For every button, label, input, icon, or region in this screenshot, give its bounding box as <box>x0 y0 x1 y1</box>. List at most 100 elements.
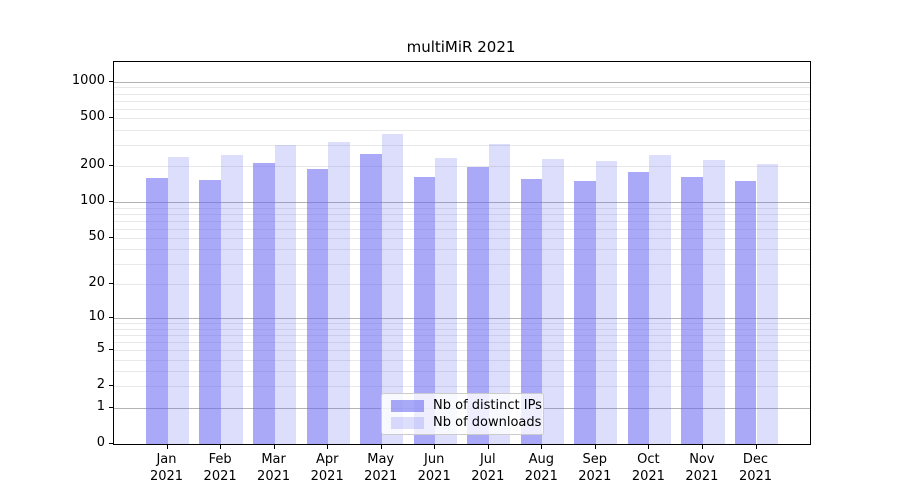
y-tick-label-100: 100 <box>80 193 105 209</box>
x-tick-label-jan: Jan 2021 <box>149 452 184 484</box>
bar-ips-aug <box>520 179 543 444</box>
bar-ips-jun <box>413 177 436 444</box>
gridline-minor-40 <box>114 249 810 251</box>
bar-downloads-nov <box>702 159 725 444</box>
gridline-minor-90 <box>114 207 810 209</box>
y-tick-label-10: 10 <box>88 309 105 325</box>
y-tick-mark-5 <box>109 349 113 351</box>
x-tick-mark-mar <box>273 445 275 449</box>
y-tick-label-0: 0 <box>96 435 105 450</box>
bar-ips-nov <box>681 176 703 444</box>
gridline-minor-7 <box>114 335 810 336</box>
gridline-minor-5 <box>114 350 810 352</box>
x-tick-label-feb: Feb 2021 <box>203 452 237 484</box>
x-tick-label-dec: Dec 2021 <box>738 452 773 484</box>
gridline-minor-600 <box>114 108 810 110</box>
gridline-minor-6 <box>114 342 810 343</box>
legend-swatch-downloads <box>391 416 424 429</box>
x-tick-mark-oct <box>648 445 650 449</box>
chart-title: multiMiR 2021 <box>406 38 516 56</box>
gridline-minor-400 <box>114 129 810 131</box>
gridline-minor-9 <box>114 323 810 325</box>
gridline-minor-20 <box>114 284 810 286</box>
plot-area: Nb of distinct IPs Nb of downloads <box>113 61 811 445</box>
legend-label-distinct-ips: Nb of distinct IPs <box>433 398 542 413</box>
y-tick-label-200: 200 <box>80 157 105 172</box>
x-tick-label-nov: Nov 2021 <box>685 452 719 484</box>
gridline-minor-60 <box>114 228 810 230</box>
x-tick-mark-nov <box>701 445 703 449</box>
y-tick-label-500: 500 <box>80 109 105 125</box>
bar-downloads-feb <box>221 154 243 444</box>
gridline-minor-3 <box>114 371 810 373</box>
x-tick-label-jul: Jul 2021 <box>471 452 505 484</box>
y-tick-label-50: 50 <box>88 228 105 244</box>
gridline-major-100 <box>114 202 810 204</box>
bar-ips-dec <box>734 181 757 444</box>
x-tick-mark-may <box>380 445 382 449</box>
bar-ips-jan <box>145 178 168 444</box>
y-tick-mark-200 <box>109 165 113 166</box>
legend-item-distinct-ips: Nb of distinct IPs <box>391 398 543 413</box>
x-tick-label-may: May 2021 <box>364 452 398 484</box>
y-tick-label-1: 1 <box>96 398 105 414</box>
x-tick-mark-jan <box>166 445 168 449</box>
y-tick-mark-500 <box>109 117 113 119</box>
bar-ips-oct <box>627 172 650 444</box>
x-tick-mark-sep <box>594 445 596 449</box>
x-tick-mark-jul <box>487 445 489 449</box>
gridline-major-10 <box>114 318 810 320</box>
bar-downloads-jan <box>167 156 190 444</box>
x-tick-mark-feb <box>220 445 222 449</box>
legend-swatch-distinct-ips <box>391 399 424 412</box>
x-tick-mark-apr <box>327 445 329 449</box>
gridline-major-1000 <box>114 81 810 83</box>
x-tick-label-aug: Aug 2021 <box>524 452 558 484</box>
legend: Nb of distinct IPs Nb of downloads <box>381 393 544 435</box>
bar-ips-jul <box>467 166 489 444</box>
y-tick-mark-10 <box>109 317 113 319</box>
gridline-minor-8 <box>114 328 810 330</box>
bar-ips-may <box>360 154 382 444</box>
y-tick-mark-2 <box>109 385 113 387</box>
bar-downloads-jun <box>435 158 457 444</box>
bar-ips-apr <box>306 168 329 444</box>
y-tick-mark-1 <box>109 406 113 408</box>
x-tick-mark-aug <box>541 445 543 449</box>
gridline-minor-50 <box>114 237 810 239</box>
gridline-minor-800 <box>114 93 810 95</box>
legend-label-downloads: Nb of downloads <box>433 415 542 430</box>
gridline-minor-500 <box>114 118 810 120</box>
y-tick-label-5: 5 <box>96 341 105 357</box>
x-tick-label-mar: Mar 2021 <box>257 452 291 484</box>
y-tick-mark-100 <box>109 201 113 203</box>
bar-downloads-aug <box>542 158 564 444</box>
x-tick-mark-dec <box>755 445 757 449</box>
gridline-minor-30 <box>114 264 810 265</box>
y-tick-mark-1000 <box>109 80 113 82</box>
bar-ips-sep <box>574 180 596 444</box>
y-tick-mark-20 <box>109 283 113 285</box>
y-tick-label-20: 20 <box>88 275 105 291</box>
gridline-minor-4 <box>114 359 810 361</box>
gridline-minor-200 <box>114 166 810 167</box>
legend-item-downloads: Nb of downloads <box>391 415 543 430</box>
bar-downloads-apr <box>328 142 350 444</box>
bar-downloads-oct <box>649 154 672 444</box>
gridline-minor-300 <box>114 144 810 146</box>
bar-downloads-may <box>381 134 404 444</box>
y-tick-mark-50 <box>109 236 113 238</box>
bar-downloads-mar <box>274 144 297 444</box>
gridline-minor-80 <box>114 213 810 215</box>
x-tick-mark-jun <box>434 445 436 449</box>
x-tick-label-jun: Jun 2021 <box>417 452 451 484</box>
x-tick-label-apr: Apr 2021 <box>310 452 344 484</box>
bar-ips-feb <box>199 179 222 444</box>
bar-downloads-sep <box>595 161 618 444</box>
x-tick-label-sep: Sep 2021 <box>578 452 612 484</box>
bar-ips-mar <box>252 162 275 444</box>
y-tick-label-1000: 1000 <box>71 72 105 88</box>
gridline-minor-2 <box>114 386 810 388</box>
x-tick-label-oct: Oct 2021 <box>631 452 665 484</box>
